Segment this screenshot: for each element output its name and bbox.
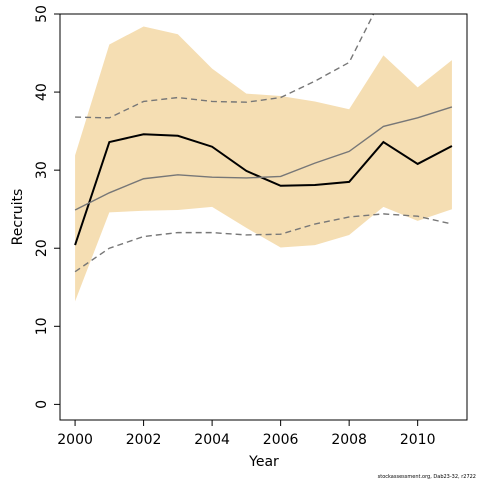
y-tick-label: 40 — [34, 83, 50, 101]
plot-frame — [59, 13, 468, 421]
y-tick-label: 10 — [34, 317, 50, 335]
y-axis-label: Recruits — [10, 189, 26, 246]
footnote: stockassessment.org, Dab23-32, r2722 — [378, 474, 476, 480]
series-line — [75, 14, 375, 119]
confidence-band — [75, 26, 452, 302]
series-line — [74, 106, 453, 211]
y-tick-label: 0 — [34, 400, 50, 409]
x-tick-label: 2004 — [194, 432, 230, 448]
y-tick-label: 20 — [34, 239, 50, 257]
series-line — [74, 213, 453, 273]
y-tick-label: 30 — [34, 161, 50, 179]
x-tick-label: 2006 — [263, 432, 299, 448]
x-tick-label: 2010 — [400, 432, 436, 448]
plot-area — [74, 14, 453, 302]
x-tick-label: 2008 — [331, 432, 367, 448]
series-line — [74, 133, 453, 246]
x-axis-label: Year — [248, 454, 279, 470]
x-tick-label: 2002 — [126, 432, 162, 448]
y-tick-label: 50 — [34, 5, 50, 23]
x-tick-label: 2000 — [57, 432, 93, 448]
